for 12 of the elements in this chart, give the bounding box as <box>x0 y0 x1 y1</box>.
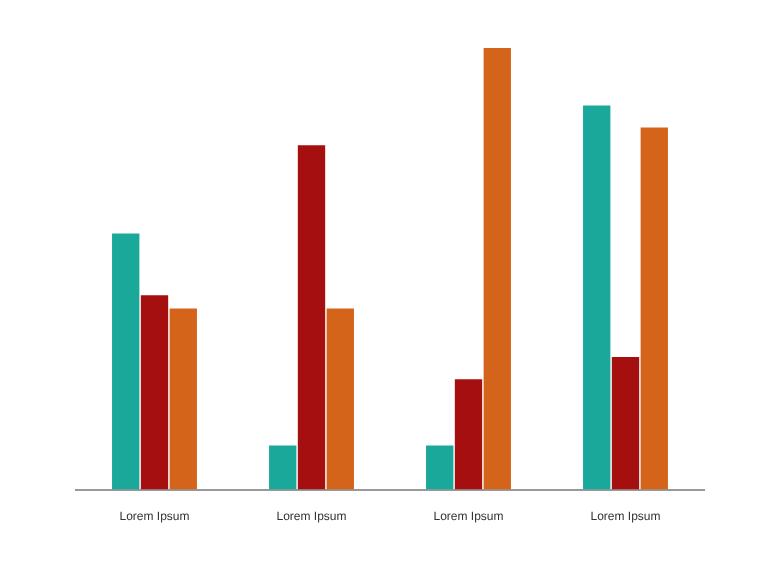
bar <box>269 445 297 490</box>
bar <box>640 127 668 490</box>
bar <box>426 445 454 490</box>
bar <box>140 295 169 490</box>
bar <box>583 105 611 490</box>
bar <box>297 145 326 490</box>
bar <box>611 357 640 490</box>
bar <box>326 308 354 490</box>
bar <box>112 233 140 490</box>
bar <box>169 308 197 490</box>
bar <box>454 379 483 490</box>
bar <box>483 48 511 490</box>
